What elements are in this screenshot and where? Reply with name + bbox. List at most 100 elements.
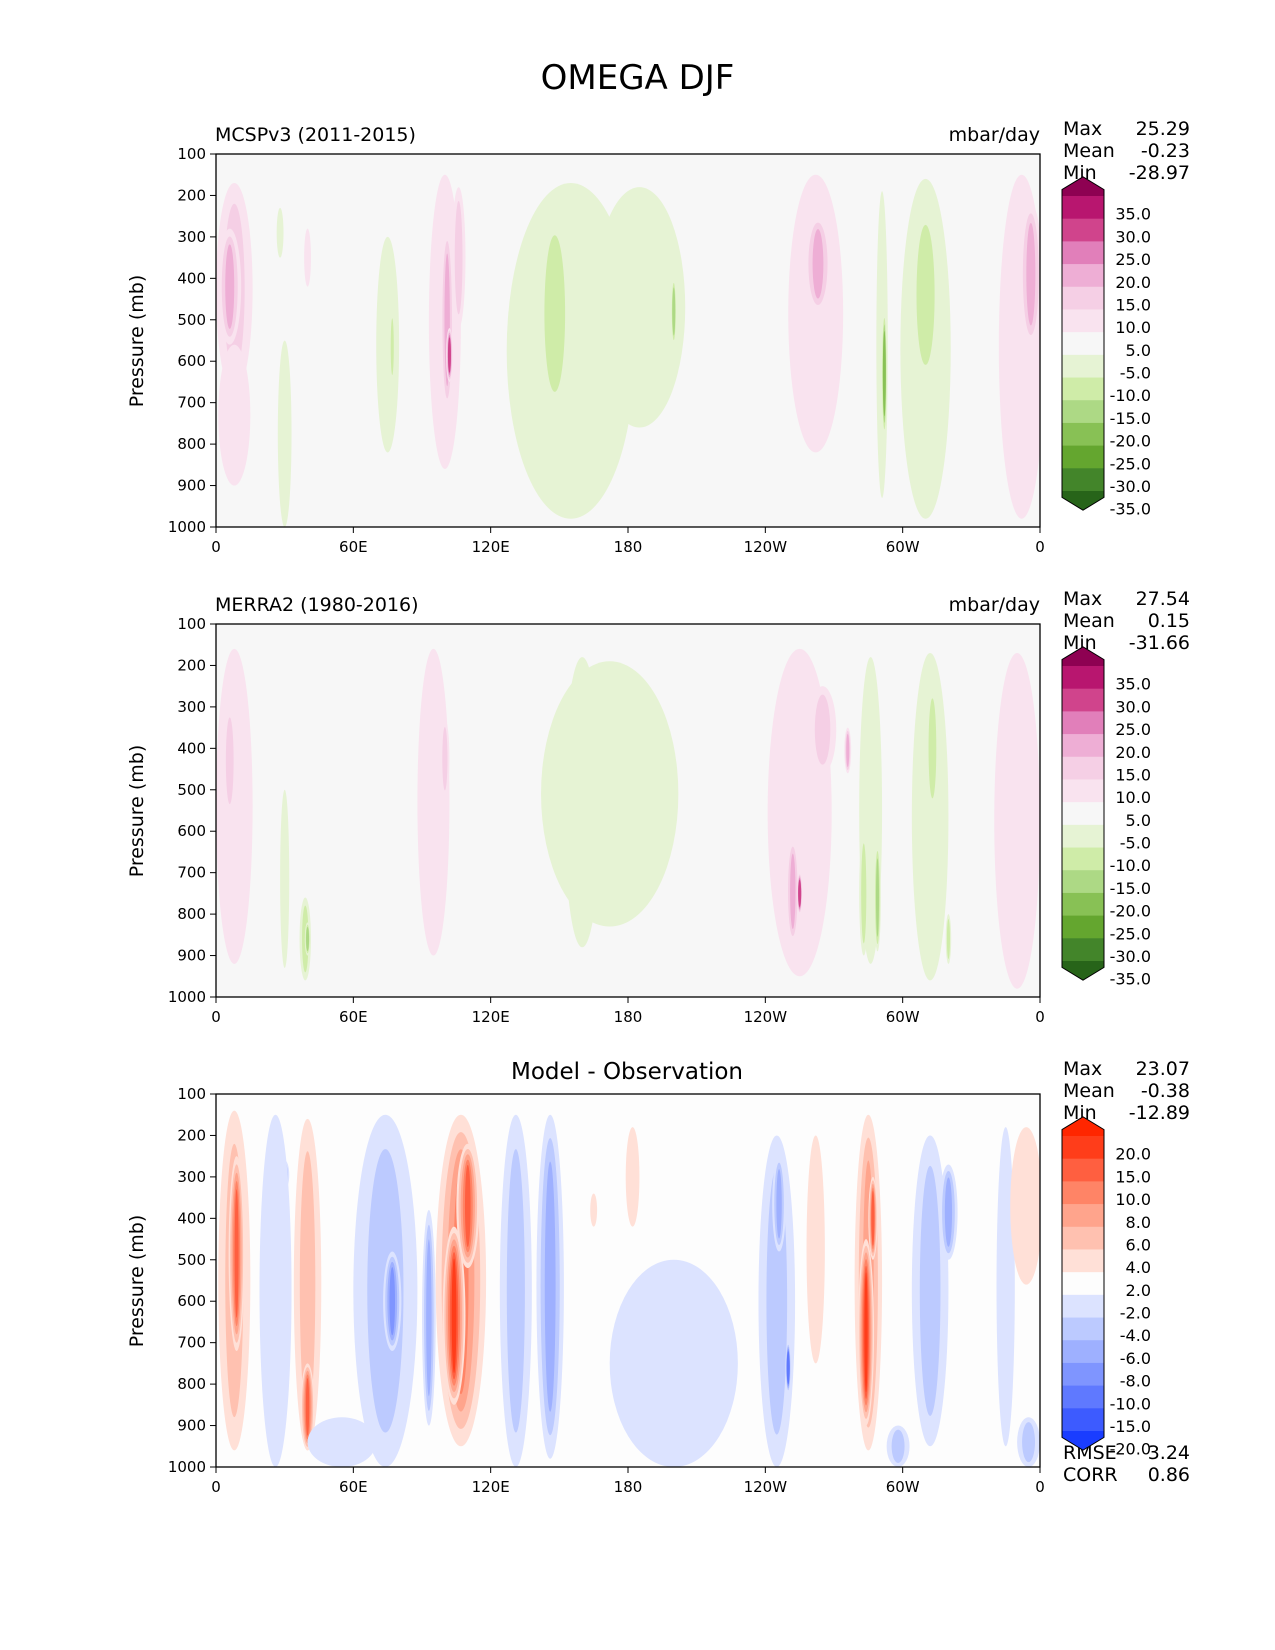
contour-fields [218, 1110, 1040, 1467]
contour-region [544, 235, 566, 392]
colorbar-segment [1062, 1204, 1104, 1228]
y-tick-label: 800 [177, 435, 206, 453]
y-tick-label: 500 [177, 1251, 206, 1269]
x-tick-label: 0 [1035, 1478, 1045, 1496]
colorbar-segment [1062, 445, 1104, 469]
colorbar: 35.0 30.0 25.0 20.0 15.0 10.0 5.0 -5.0 -10.0 -15.… [1061, 646, 1151, 989]
x-tick-label: 0 [1035, 538, 1045, 556]
x-tick-label: 180 [614, 1478, 643, 1496]
contour-region [234, 1189, 239, 1318]
contour-region [464, 1164, 471, 1247]
contour-region [776, 1169, 782, 1239]
colorbar-segment [1062, 1317, 1104, 1341]
contour-region [454, 200, 463, 315]
colorbar-label: 2.0 [1126, 1281, 1151, 1300]
contour-region [593, 187, 686, 428]
colorbar-segment [1062, 1385, 1104, 1409]
colorbar-segment [1062, 847, 1104, 871]
contour-region [225, 244, 235, 329]
x-tick-label: 120W [744, 1008, 788, 1026]
colorbar-label: -20.0 [1110, 902, 1151, 921]
y-tick-label: 100 [177, 145, 206, 163]
colorbar-label: 20.0 [1115, 743, 1151, 762]
colorbar-segment [1062, 354, 1104, 379]
contour-region [798, 879, 802, 908]
colorbar-label: 30.0 [1115, 697, 1151, 716]
colorbar-label: 15.0 [1115, 295, 1151, 314]
contour-region [544, 1161, 556, 1412]
colorbar-extend-bottom [1062, 961, 1104, 981]
colorbar-label: -8.0 [1120, 1372, 1151, 1391]
stat-mean-label: Mean [1063, 140, 1115, 162]
colorbar-segment [1062, 1272, 1104, 1296]
colorbar-label: 5.0 [1126, 341, 1151, 360]
panel-title: MCSPv3 (2011-2015) [215, 124, 416, 146]
x-tick-label: 0 [1035, 1008, 1045, 1026]
chart-svg: 100 200 300 400 500 600 700 800 900 1000 0 60E 120E 1… [168, 145, 1151, 556]
colorbar-segment [1062, 468, 1104, 492]
colorbar-segment [1062, 1249, 1104, 1273]
colorbar-label: -5.0 [1120, 364, 1151, 383]
colorbar-label: 35.0 [1115, 205, 1151, 224]
y-tick-label: 1000 [168, 1458, 206, 1476]
contour-fields [216, 648, 1040, 989]
units-label: mbar/day [948, 594, 1040, 616]
x-tick-label: 0 [211, 538, 221, 556]
y-tick-label: 500 [177, 311, 206, 329]
colorbar-extend-bottom [1062, 1431, 1104, 1451]
colorbar-segment [1062, 332, 1104, 356]
colorbar-label: -6.0 [1120, 1349, 1151, 1368]
x-tick-label: 60E [339, 538, 368, 556]
contour-region [609, 1259, 738, 1467]
colorbar-label: -10.0 [1110, 386, 1151, 405]
y-tick-label: 900 [177, 1417, 206, 1435]
colorbar-segment [1062, 1136, 1104, 1160]
colorbar-segment [1062, 1408, 1104, 1432]
stat-mean-label: Mean [1063, 610, 1115, 632]
colorbar-label: 10.0 [1115, 318, 1151, 337]
units-label: mbar/day [948, 124, 1040, 146]
contour-region [996, 1127, 1015, 1447]
colorbar-label: 25.0 [1115, 720, 1151, 739]
colorbar-label: -15.0 [1110, 879, 1151, 898]
colorbar: 35.0 30.0 25.0 20.0 15.0 10.0 5.0 -5.0 -10.0 -15.… [1061, 176, 1151, 519]
colorbar-segment [1062, 1226, 1104, 1250]
x-tick-label: 120W [744, 538, 788, 556]
stat-mean-value: 0.15 [1147, 610, 1190, 632]
contour-region [875, 858, 879, 937]
contour-region [376, 236, 400, 453]
y-tick-label: 600 [177, 352, 206, 370]
colorbar-label: -2.0 [1120, 1304, 1151, 1323]
contour-region [307, 1417, 377, 1467]
x-tick-label: 60E [339, 1008, 368, 1026]
y-tick-label: 400 [177, 739, 206, 757]
contour-region [426, 1239, 432, 1397]
contour-region [451, 1258, 457, 1374]
panel-title: MERRA2 (1980-2016) [215, 594, 419, 616]
contour-region [790, 853, 796, 929]
contour-region [442, 727, 448, 791]
y-tick-label: 700 [177, 394, 206, 412]
contour-region [672, 287, 676, 336]
y-tick-label: 200 [177, 1126, 206, 1144]
contour-region [812, 229, 824, 299]
y-tick-label: 1000 [168, 518, 206, 536]
stat-max-label: Max [1063, 588, 1103, 610]
panel-title: Model - Observation [510, 1059, 744, 1085]
colorbar-segment [1062, 377, 1104, 401]
stat-mean-value: -0.23 [1140, 140, 1190, 162]
contour-region [417, 648, 450, 956]
stats-box: Max 27.54 Mean 0.15 Min -31.66 [1063, 588, 1190, 654]
contour-region [506, 1149, 525, 1433]
y-tick-label: 400 [177, 269, 206, 287]
colorbar-label: 20.0 [1115, 273, 1151, 292]
stat-min-value: -31.66 [1128, 632, 1190, 654]
colorbar-label: -20.0 [1110, 1440, 1151, 1459]
stats-box: Max 23.07 Mean -0.38 Min -12.89 [1063, 1058, 1190, 1124]
stat-min-label: Min [1063, 162, 1097, 184]
y-tick-label: 700 [177, 1334, 206, 1352]
contour-region [277, 340, 292, 527]
contour-region [814, 694, 831, 765]
colorbar-label: 5.0 [1126, 811, 1151, 830]
colorbar-extend-top [1062, 646, 1104, 666]
